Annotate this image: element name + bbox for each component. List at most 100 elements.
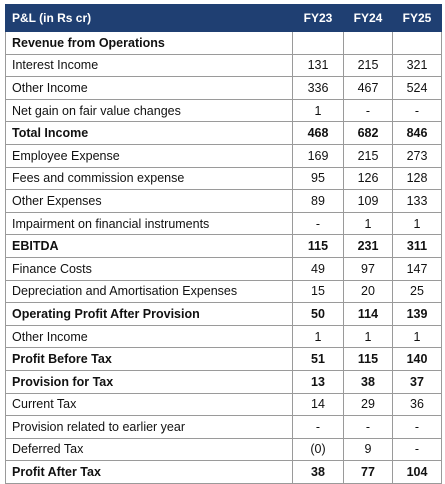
row-value-fy24: 126 [343,166,393,191]
pl-table: P&L (in Rs cr) FY23 FY24 FY25 Revenue fr… [5,4,442,484]
row-value-fy24: 97 [343,256,393,281]
row-label: Impairment on financial instruments [5,211,293,236]
row-value-fy23: 131 [292,53,344,78]
row-value-fy25 [392,31,442,55]
pl-table-container: P&L (in Rs cr) FY23 FY24 FY25 Revenue fr… [5,4,442,484]
row-label: Other Income [5,324,293,349]
header-row: P&L (in Rs cr) FY23 FY24 FY25 [5,4,442,32]
table-row: Other Income 336 467 524 [5,76,442,100]
row-value-fy23: 50 [292,302,344,326]
row-value-fy24: 114 [343,302,393,326]
table-row: Net gain on fair value changes 1- - [5,98,442,123]
row-label: Interest Income [5,53,293,78]
row-value-fy23: 468 [292,121,344,145]
row-value-fy23: 89 [292,189,344,213]
row-value-fy25: 104 [392,460,442,484]
table-row: Operating Profit After Provision 50 114 139 [5,302,442,326]
row-value-fy23: 336 [292,76,344,100]
row-value-fy25: 128 [392,166,442,191]
row-value-fy23: 13 [292,369,344,394]
table-row: Current Tax 14 29 36 [5,392,442,417]
row-value-fy23: 15 [292,279,344,304]
row-value-fy25: 139 [392,302,442,326]
row-value-fy23: (0) [292,437,344,462]
table-row: Provision for Tax 13 38 37 [5,369,442,394]
row-value-fy23: 169 [292,143,344,168]
row-value-fy25: 1 [392,324,442,349]
table-body: Revenue from Operations Interest Income 13… [5,31,442,484]
header-year-fy24: FY24 [343,4,393,32]
row-value-fy24: 20 [343,279,393,304]
row-label: Total Income [5,121,293,145]
row-value-fy24: - [343,415,393,439]
row-label: Other Income [5,76,293,100]
row-value-fy25: 36 [392,392,442,417]
row-value-fy24: 467 [343,76,393,100]
row-value-fy24: 682 [343,121,393,145]
header-year-fy23: FY23 [292,4,344,32]
row-value-fy24: 1 [343,211,393,236]
row-value-fy23: 1 [292,324,344,349]
row-value-fy23: 1 [292,98,344,123]
table-row: Total Income 468 682 846 [5,121,442,145]
row-value-fy24: 109 [343,189,393,213]
row-label: EBITDA [5,234,293,258]
row-value-fy25: 311 [392,234,442,258]
row-value-fy25: 1 [392,211,442,236]
table-row: Fees and commission expense 95 126 128 [5,166,442,191]
row-value-fy25: 140 [392,347,442,371]
row-value-fy25: - [392,415,442,439]
row-value-fy24: 215 [343,143,393,168]
row-value-fy25: 321 [392,53,442,78]
row-value-fy25: 133 [392,189,442,213]
row-label: Current Tax [5,392,293,417]
row-value-fy25: 25 [392,279,442,304]
row-value-fy25: - [392,98,442,123]
row-value-fy25: 147 [392,256,442,281]
table-row: Other Income 1 1 1 [5,324,442,349]
row-value-fy23: 51 [292,347,344,371]
row-value-fy23: 38 [292,460,344,484]
row-label: Finance Costs [5,256,293,281]
header-year-fy25: FY25 [392,4,442,32]
row-label: Provision related to earlier year [5,415,293,439]
table-row: EBITDA 115 231 311 [5,234,442,258]
table-row: Other Expenses 89 109 133 [5,189,442,213]
row-label: Fees and commission expense [5,166,293,191]
table-row: Profit Before Tax 51 115 140 [5,347,442,371]
row-value-fy25: 37 [392,369,442,394]
row-value-fy25: 524 [392,76,442,100]
row-value-fy24 [343,31,393,55]
table-row: Depreciation and Amortisation Expenses 15… [5,279,442,304]
table-row: Profit After Tax 38 77 104 [5,460,442,484]
table-row: Deferred Tax (0) 9- [5,437,442,462]
row-value-fy25: - [392,437,442,462]
row-value-fy23: - [292,415,344,439]
table-row: Interest Income 131 215 321 [5,53,442,78]
row-value-fy24: 1 [343,324,393,349]
row-value-fy24: 29 [343,392,393,417]
row-value-fy23: 49 [292,256,344,281]
row-value-fy25: 846 [392,121,442,145]
row-value-fy24: 215 [343,53,393,78]
row-label: Employee Expense [5,143,293,168]
row-value-fy23: 14 [292,392,344,417]
row-value-fy23: 115 [292,234,344,258]
row-value-fy24: 231 [343,234,393,258]
header-label: P&L (in Rs cr) [5,4,293,32]
row-value-fy24: - [343,98,393,123]
row-value-fy24: 38 [343,369,393,394]
row-value-fy24: 115 [343,347,393,371]
row-value-fy23: 95 [292,166,344,191]
table-row: Finance Costs 49 97 147 [5,256,442,281]
row-label: Revenue from Operations [5,31,293,55]
row-label: Profit Before Tax [5,347,293,371]
table-row: Provision related to earlier year - - - [5,415,442,439]
row-label: Deferred Tax [5,437,293,462]
table-row: Impairment on financial instruments -1 1 [5,211,442,236]
row-label: Net gain on fair value changes [5,98,293,123]
table-row: Revenue from Operations [5,31,442,55]
row-label: Provision for Tax [5,369,293,394]
row-label: Profit After Tax [5,460,293,484]
row-value-fy24: 77 [343,460,393,484]
